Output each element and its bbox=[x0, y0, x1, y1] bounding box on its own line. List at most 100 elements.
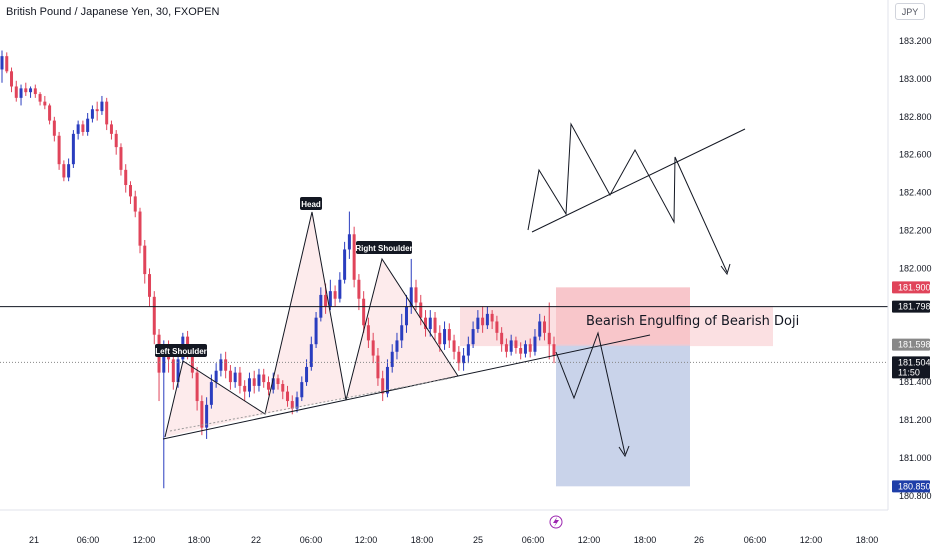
pattern-drawings: Left Shoulder Head Right Shoulder Bearish E… bbox=[0, 122, 888, 458]
candle-body bbox=[224, 359, 228, 371]
candle bbox=[14, 80, 18, 102]
candle-body bbox=[481, 317, 485, 326]
candle bbox=[38, 92, 42, 106]
take-profit-zone bbox=[556, 344, 690, 487]
candle bbox=[114, 130, 118, 155]
candle bbox=[343, 241, 347, 284]
candle-body bbox=[233, 372, 237, 383]
candle-body bbox=[24, 88, 28, 93]
candle bbox=[552, 336, 556, 364]
candle-body bbox=[462, 355, 466, 364]
price-label-text: 181.598 bbox=[898, 340, 931, 350]
candle-body bbox=[100, 101, 104, 112]
candle bbox=[433, 311, 437, 341]
candle-body bbox=[152, 296, 156, 335]
candle-body bbox=[71, 133, 75, 165]
time-tick-label: 22 bbox=[251, 535, 261, 545]
candle-body bbox=[238, 372, 242, 386]
candle bbox=[428, 310, 432, 337]
candle-body bbox=[57, 135, 61, 165]
candle-body bbox=[338, 279, 342, 299]
candle bbox=[286, 385, 290, 407]
candle-body bbox=[200, 401, 204, 428]
candle-body bbox=[381, 378, 385, 394]
candle-body bbox=[509, 340, 513, 352]
price-label-entry: 181.598 bbox=[892, 338, 931, 351]
candle bbox=[233, 366, 237, 388]
candle-body bbox=[376, 355, 380, 379]
candle bbox=[381, 370, 385, 402]
candle-body bbox=[366, 325, 370, 341]
candle-body bbox=[438, 332, 442, 345]
candle bbox=[271, 372, 275, 394]
candle-body bbox=[86, 118, 90, 132]
candle-body bbox=[395, 340, 399, 352]
candle-body bbox=[95, 109, 99, 112]
candle bbox=[148, 268, 152, 307]
candle bbox=[366, 317, 370, 348]
lightning-icon-bolt bbox=[553, 517, 559, 527]
head-shoulders-fill bbox=[165, 212, 458, 437]
candle-body bbox=[19, 88, 23, 98]
candle-body bbox=[533, 336, 537, 352]
time-tick-label: 25 bbox=[473, 535, 483, 545]
candle-body bbox=[514, 340, 518, 348]
candle-body bbox=[143, 245, 147, 275]
candle-body bbox=[247, 378, 251, 392]
arrow-head-icon bbox=[720, 263, 731, 276]
candle bbox=[109, 120, 113, 140]
candle-body bbox=[504, 344, 508, 352]
candle bbox=[414, 279, 418, 311]
candle bbox=[528, 338, 532, 358]
candle bbox=[357, 274, 361, 311]
price-label-text: 181.504 bbox=[898, 357, 931, 367]
candle-body bbox=[443, 329, 447, 345]
price-label-text: 180.850 bbox=[898, 481, 931, 491]
candle-body bbox=[419, 302, 423, 318]
candle-body bbox=[148, 274, 152, 297]
candle-body bbox=[38, 94, 42, 102]
candle-body bbox=[266, 382, 270, 390]
price-tick-label: 183.200 bbox=[899, 36, 932, 46]
candle bbox=[457, 346, 461, 371]
candle bbox=[200, 395, 204, 436]
lightning-icon[interactable] bbox=[549, 515, 563, 529]
price-label-bg bbox=[892, 338, 930, 351]
candle-body bbox=[214, 370, 218, 383]
candle bbox=[171, 353, 175, 390]
candle bbox=[542, 315, 546, 341]
candle bbox=[219, 353, 223, 377]
candle-body bbox=[290, 401, 294, 409]
candle-body bbox=[433, 317, 437, 333]
candle-body bbox=[347, 234, 351, 250]
dotted-trendline bbox=[169, 376, 458, 432]
candle bbox=[443, 321, 447, 350]
candle bbox=[124, 164, 128, 193]
candles bbox=[0, 50, 556, 489]
time-tick-label: 18:00 bbox=[411, 535, 434, 545]
candle-body bbox=[538, 321, 542, 337]
candle bbox=[314, 311, 318, 348]
time-tick-label: 06:00 bbox=[300, 535, 323, 545]
candle bbox=[300, 376, 304, 402]
candle bbox=[247, 372, 251, 398]
candle-body bbox=[243, 385, 247, 392]
candle bbox=[462, 347, 466, 371]
candle bbox=[90, 105, 94, 123]
candle-body bbox=[476, 317, 480, 330]
arrow-head-icon bbox=[618, 445, 630, 458]
candle-body bbox=[542, 321, 546, 333]
candle bbox=[119, 143, 123, 176]
currency-button[interactable]: JPY bbox=[895, 3, 925, 20]
candle-body bbox=[414, 287, 418, 303]
candle-body bbox=[90, 109, 94, 119]
candle bbox=[152, 291, 156, 345]
candle-body bbox=[48, 105, 52, 121]
candle-body bbox=[171, 359, 175, 383]
candle-body bbox=[519, 347, 523, 354]
candle-body bbox=[343, 249, 347, 280]
candle-body bbox=[81, 124, 85, 132]
candle-body bbox=[14, 86, 18, 98]
